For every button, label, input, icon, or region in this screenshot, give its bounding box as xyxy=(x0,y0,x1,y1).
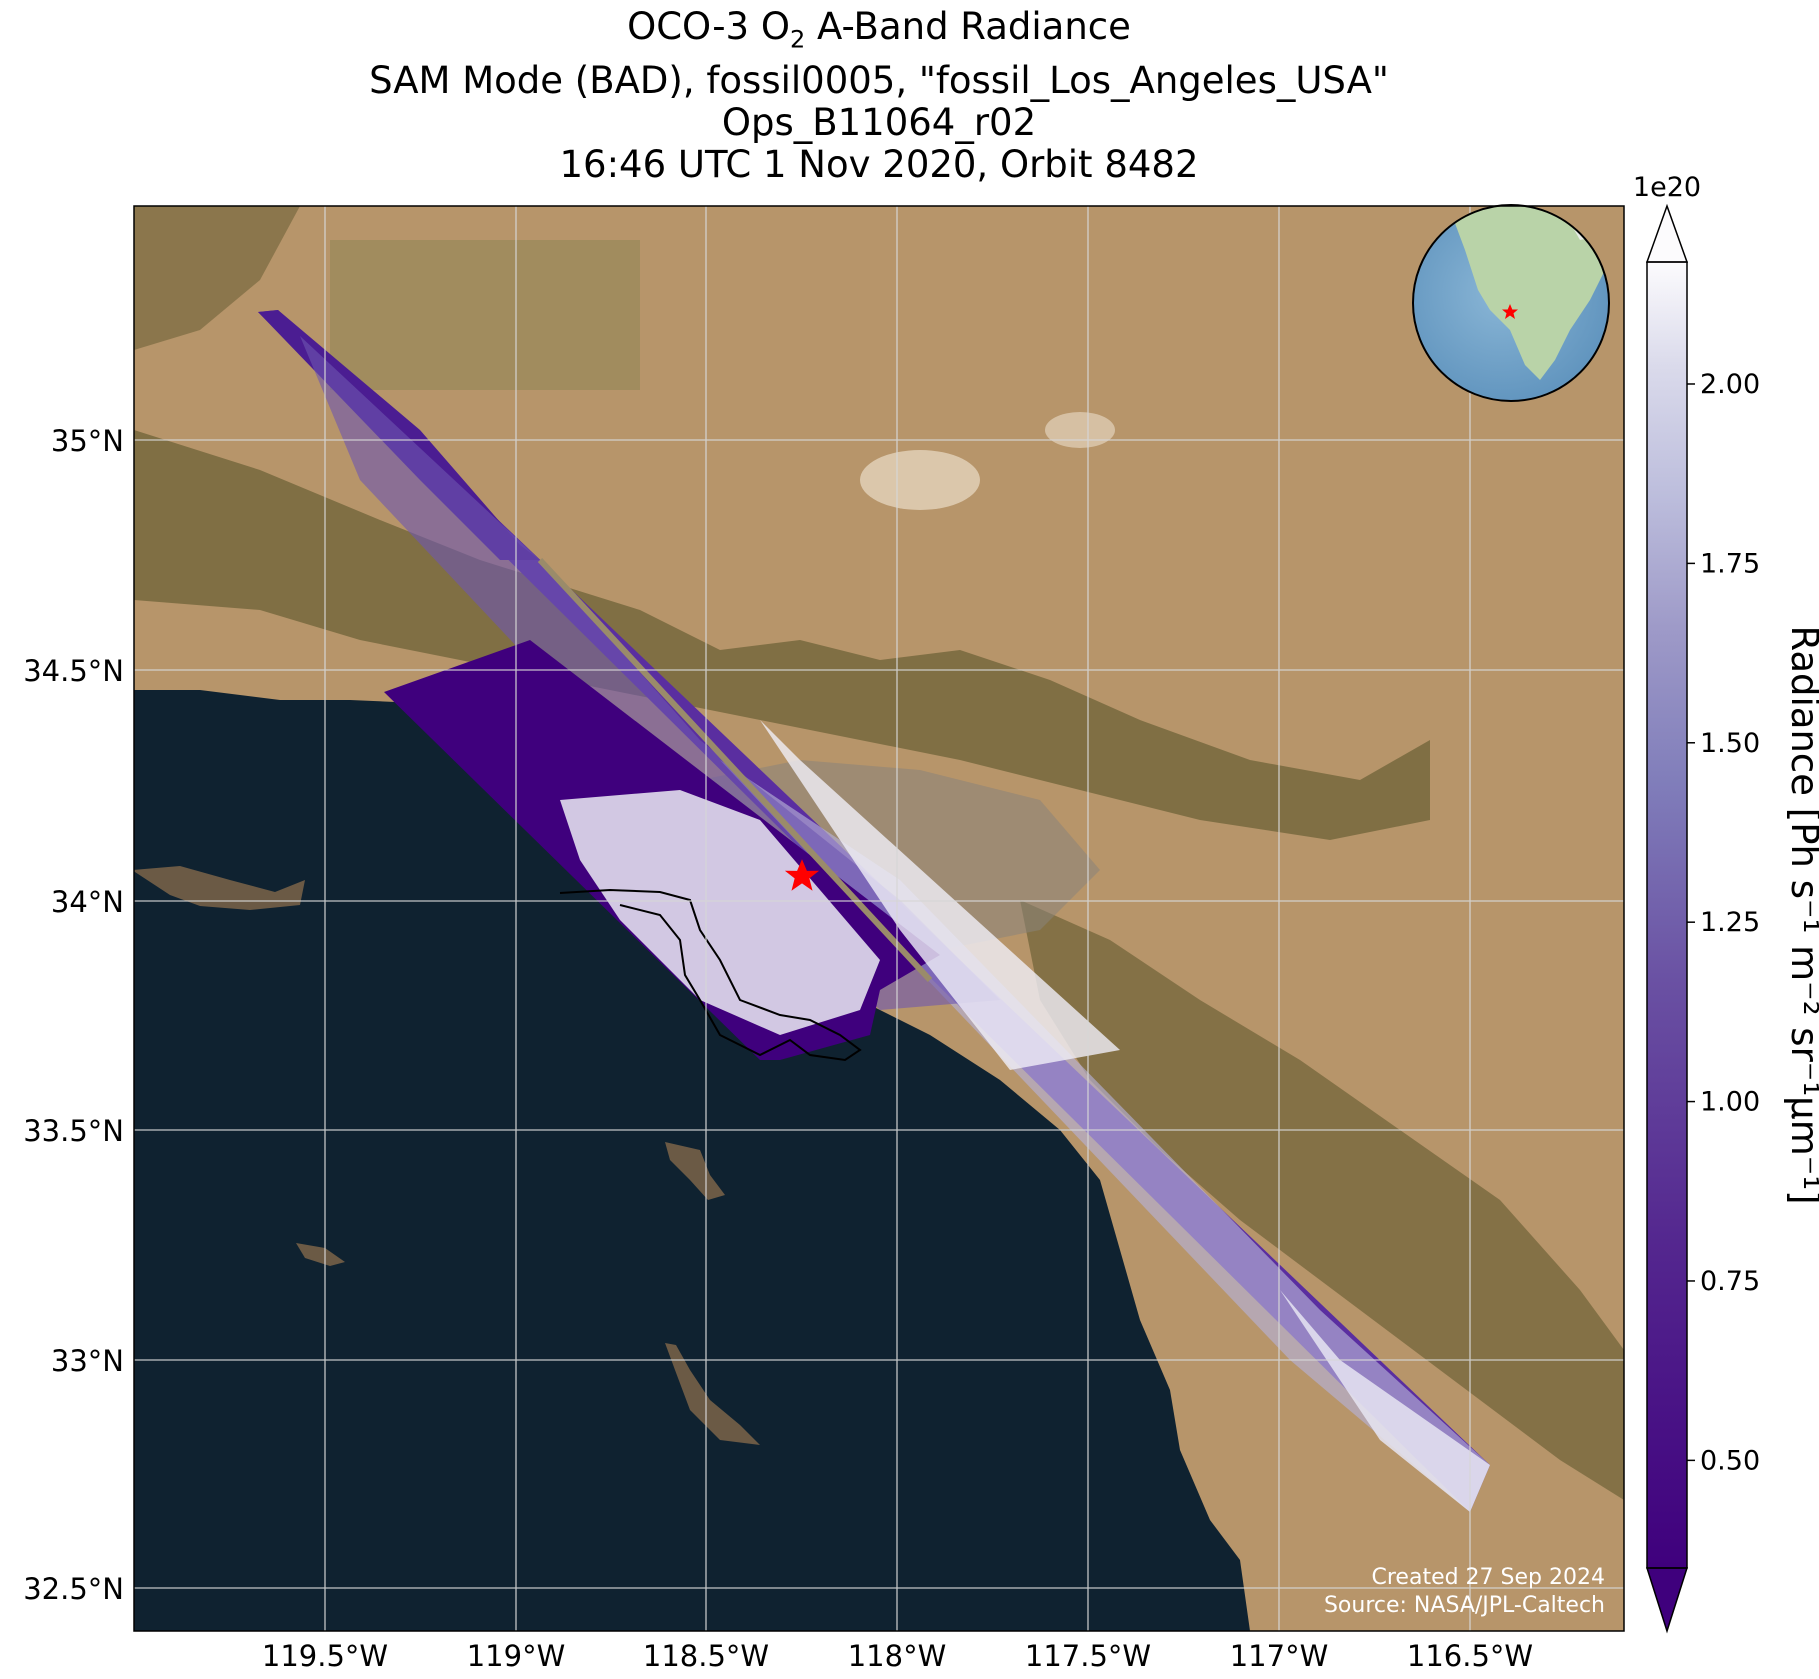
colorbar-tick-label: 1.75 xyxy=(1700,548,1760,579)
lat-tick-32-5: 32.5°N xyxy=(23,1572,124,1606)
colorbar-gradient xyxy=(1647,262,1687,1568)
colorbar-tick-label: 0.75 xyxy=(1700,1266,1760,1297)
island-santa-catalina xyxy=(665,1142,725,1200)
mountain-range-north xyxy=(134,206,300,350)
colorbar-tick-label: 1.25 xyxy=(1700,907,1760,938)
lon-tick-117-5: 117.5°W xyxy=(1025,1639,1151,1673)
title-line-1: OCO-3 O2 A-Band Radiance xyxy=(627,5,1131,54)
dry-lake xyxy=(860,450,980,510)
lon-tick-119: 119°W xyxy=(467,1639,566,1673)
colorbar-exponent: 1e20 xyxy=(1633,172,1701,203)
central-valley-fields xyxy=(330,240,640,390)
lat-tick-33: 33°N xyxy=(51,1344,124,1378)
credit-source: Source: NASA/JPL-Caltech xyxy=(1324,1593,1605,1618)
figure-title: OCO-3 O2 A-Band Radiance SAM Mode (BAD),… xyxy=(134,6,1624,186)
credit-created: Created 27 Sep 2024 xyxy=(1372,1565,1606,1590)
swath-track-light-segment xyxy=(760,720,1120,1070)
island-santa-cruz xyxy=(134,866,305,910)
colorbar-tick-label: 1.50 xyxy=(1700,728,1760,759)
colorbar-outline xyxy=(1646,261,1688,1569)
swath-gap-stripe xyxy=(537,557,933,983)
island-san-nicolas xyxy=(296,1243,345,1266)
globe-north-america xyxy=(1450,205,1609,380)
graticule xyxy=(134,206,1624,1631)
dry-lake-2 xyxy=(1045,412,1115,448)
lon-tick-119-5: 119.5°W xyxy=(262,1639,388,1673)
colorbar: 1e20 0.50 0.75 1.00 1.25 1.50 1.75 2.00 Radian… xyxy=(1633,172,1819,1634)
colorbar-extend-min xyxy=(1645,1567,1689,1634)
lat-tick-35: 35°N xyxy=(51,424,124,458)
colorbar-extend-max xyxy=(1645,203,1689,263)
colorbar-tick-label: 2.00 xyxy=(1700,369,1760,400)
lon-tick-116-5: 116.5°W xyxy=(1407,1639,1533,1673)
colorbar-tick-label: 0.50 xyxy=(1700,1445,1760,1476)
swath-track-end-light xyxy=(1280,1290,1490,1512)
lon-tick-118: 118°W xyxy=(848,1639,947,1673)
los-angeles-county-outline xyxy=(559,888,862,1062)
globe-target-star xyxy=(1502,304,1518,319)
colorbar-tick-label: 1.00 xyxy=(1700,1087,1760,1118)
swath-los-angeles-scan-light xyxy=(560,790,880,1035)
lat-tick-34: 34°N xyxy=(51,885,124,919)
inset-globe xyxy=(1412,204,1610,402)
globe-outline xyxy=(1412,204,1610,402)
map-frame xyxy=(133,205,1625,1632)
mountain-range-peninsular xyxy=(1020,900,1624,1500)
title-line-3: Ops_B11064_r02 xyxy=(721,101,1037,145)
lon-tick-118-5: 118.5°W xyxy=(643,1639,769,1673)
lon-tick-117: 117°W xyxy=(1230,1639,1329,1673)
swath-track-inner xyxy=(300,336,1000,1010)
lat-tick-33-5: 33.5°N xyxy=(23,1114,124,1148)
title-line-4: 16:46 UTC 1 Nov 2020, Orbit 8482 xyxy=(559,143,1199,187)
title-line-2: SAM Mode (BAD), fossil0005, "fossil_Los_… xyxy=(369,59,1389,103)
mountain-range-transverse xyxy=(134,430,1430,840)
lat-tick-34-5: 34.5°N xyxy=(23,654,124,688)
colorbar-label: Radiance [Ph s⁻¹ m⁻² sr⁻¹μm⁻¹] xyxy=(1783,625,1819,1204)
map-area: Created 27 Sep 2024 Source: NASA/JPL-Cal… xyxy=(134,206,1624,1631)
target-star-marker xyxy=(784,859,820,891)
island-san-clemente xyxy=(665,1343,760,1445)
